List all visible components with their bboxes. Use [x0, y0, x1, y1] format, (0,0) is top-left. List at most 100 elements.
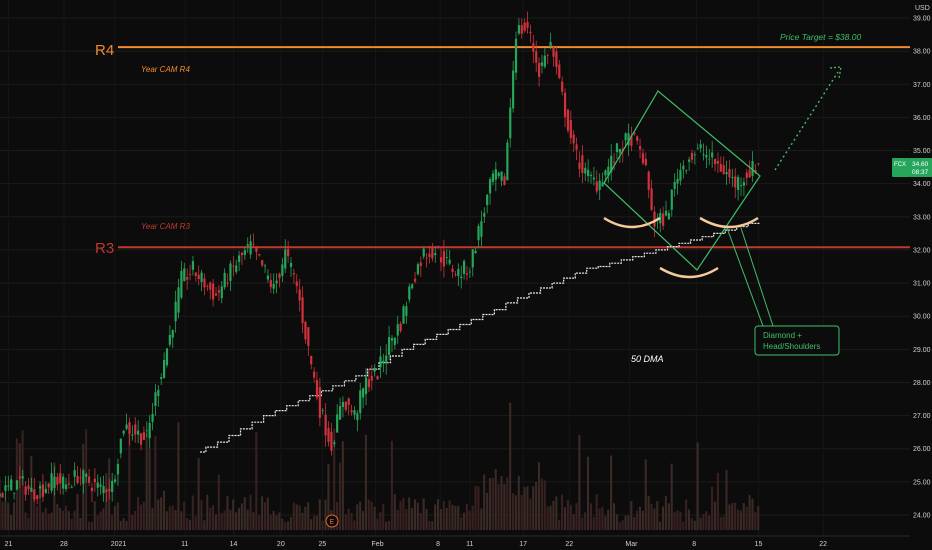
- candle-body[interactable]: [385, 355, 388, 364]
- candle-body[interactable]: [422, 248, 425, 257]
- candle-body[interactable]: [137, 430, 140, 435]
- candle-body[interactable]: [708, 158, 711, 160]
- candle-body[interactable]: [509, 107, 512, 139]
- candle-body[interactable]: [419, 262, 422, 267]
- candle-body[interactable]: [437, 245, 440, 248]
- candle-body[interactable]: [396, 324, 399, 336]
- candle-body[interactable]: [757, 163, 760, 164]
- candle-body[interactable]: [664, 210, 668, 216]
- price-tick-label[interactable]: 27.00: [913, 413, 931, 420]
- candle-body[interactable]: [21, 476, 24, 479]
- candle-body[interactable]: [477, 226, 480, 241]
- price-tick-label[interactable]: 39.00: [913, 16, 931, 23]
- candle-body[interactable]: [333, 442, 336, 444]
- candle-body[interactable]: [615, 143, 619, 152]
- candle-body[interactable]: [584, 167, 587, 174]
- candle-body[interactable]: [292, 273, 296, 275]
- price-axis[interactable]: 39.00 38.00 37.00 36.00 35.00 34.00 33.00 32.00…: [913, 16, 931, 520]
- candle-body[interactable]: [142, 432, 146, 440]
- candle-body[interactable]: [601, 182, 604, 187]
- candle-body[interactable]: [737, 177, 740, 191]
- candle-body[interactable]: [711, 152, 714, 158]
- candle-body[interactable]: [209, 282, 212, 290]
- candle-body[interactable]: [636, 136, 639, 141]
- price-tick-label[interactable]: 33.00: [913, 214, 931, 221]
- candle-body[interactable]: [486, 194, 489, 206]
- candle-body[interactable]: [589, 174, 593, 177]
- candle-body[interactable]: [517, 25, 521, 34]
- candle-body[interactable]: [18, 476, 21, 479]
- candle-body[interactable]: [713, 158, 717, 165]
- candle-body[interactable]: [33, 489, 36, 500]
- time-tick-label[interactable]: 25: [318, 541, 326, 548]
- candle-body[interactable]: [696, 148, 699, 150]
- candle-body[interactable]: [85, 473, 88, 477]
- candle-body[interactable]: [47, 483, 50, 488]
- time-tick-label[interactable]: 28: [60, 541, 68, 548]
- price-tick-label[interactable]: 30.00: [913, 314, 931, 321]
- candle-body[interactable]: [12, 492, 16, 494]
- candle-body[interactable]: [122, 430, 125, 434]
- candle-body[interactable]: [186, 277, 189, 280]
- candle-body[interactable]: [402, 306, 405, 324]
- time-tick-label[interactable]: 15: [755, 541, 763, 548]
- candle-body[interactable]: [102, 486, 105, 494]
- candle-body[interactable]: [555, 51, 558, 68]
- candle-body[interactable]: [269, 280, 272, 288]
- candle-body[interactable]: [474, 251, 477, 254]
- time-tick-label[interactable]: 20: [277, 541, 285, 548]
- earnings-event-marker[interactable]: E: [325, 514, 339, 528]
- candle-body[interactable]: [705, 154, 708, 158]
- candle-body[interactable]: [353, 410, 356, 415]
- candle-body[interactable]: [67, 483, 71, 485]
- candle-body[interactable]: [638, 146, 642, 150]
- candle-body[interactable]: [347, 398, 350, 405]
- candle-body[interactable]: [491, 173, 495, 182]
- candle-body[interactable]: [488, 179, 492, 194]
- candle-body[interactable]: [330, 431, 333, 451]
- time-tick-label[interactable]: 11: [466, 541, 473, 548]
- candle-body[interactable]: [454, 274, 457, 276]
- candle-body[interactable]: [451, 268, 454, 272]
- candle-body[interactable]: [618, 148, 621, 153]
- candle-body[interactable]: [223, 272, 226, 288]
- candle-body[interactable]: [266, 275, 270, 280]
- candle-body[interactable]: [405, 306, 408, 316]
- candle-body[interactable]: [673, 181, 676, 189]
- candle-body[interactable]: [630, 135, 633, 146]
- candle-body[interactable]: [445, 256, 448, 258]
- candle-body[interactable]: [434, 253, 437, 256]
- candle-body[interactable]: [575, 144, 578, 150]
- candle-body[interactable]: [734, 176, 737, 188]
- candle-body[interactable]: [304, 322, 307, 340]
- candle-body[interactable]: [96, 482, 99, 488]
- candle-body[interactable]: [532, 43, 535, 52]
- candle-body[interactable]: [324, 414, 327, 436]
- candle-body[interactable]: [93, 478, 96, 483]
- candle-body[interactable]: [598, 180, 601, 191]
- candle-body[interactable]: [108, 488, 111, 492]
- price-tick-label[interactable]: 36.00: [913, 115, 931, 122]
- time-axis-panel[interactable]: [0, 536, 932, 550]
- candle-body[interactable]: [287, 248, 290, 257]
- candle-body[interactable]: [50, 473, 53, 491]
- candle-body[interactable]: [535, 51, 538, 63]
- candle-body[interactable]: [10, 479, 13, 491]
- candle-body[interactable]: [739, 185, 743, 186]
- candle-body[interactable]: [157, 389, 160, 397]
- candle-body[interactable]: [1, 493, 4, 498]
- candle-body[interactable]: [659, 212, 662, 224]
- candle-body[interactable]: [73, 470, 76, 477]
- candle-body[interactable]: [748, 169, 751, 178]
- candle-body[interactable]: [116, 464, 120, 475]
- candle-body[interactable]: [197, 274, 200, 280]
- candle-body[interactable]: [4, 485, 7, 491]
- candle-body[interactable]: [520, 25, 523, 34]
- candle-body[interactable]: [653, 211, 656, 227]
- candle-body[interactable]: [191, 261, 195, 270]
- candle-body[interactable]: [174, 301, 177, 322]
- candle-body[interactable]: [364, 377, 368, 395]
- candle-body[interactable]: [670, 189, 673, 210]
- candle-body[interactable]: [376, 376, 379, 380]
- candle-body[interactable]: [200, 272, 203, 282]
